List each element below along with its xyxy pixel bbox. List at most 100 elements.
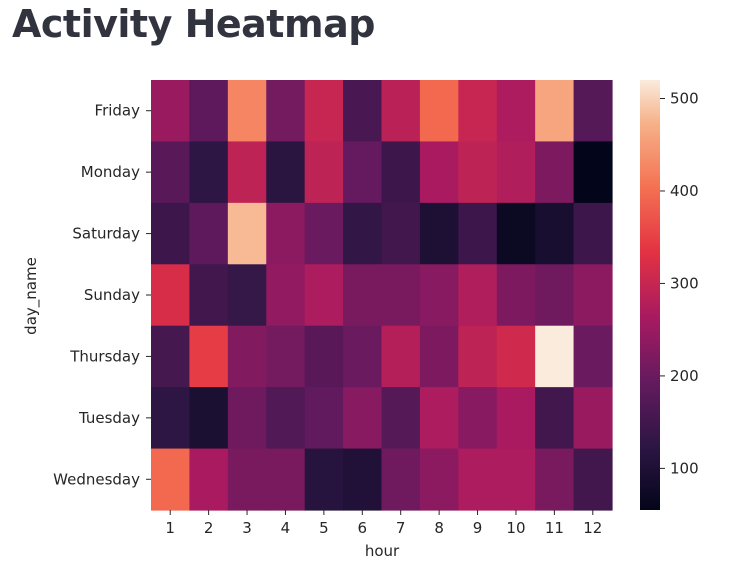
heatmap-cell [496, 141, 536, 204]
y-axis-label: day_name [22, 257, 41, 335]
heatmap-cell [381, 387, 421, 450]
heatmap-cell [573, 325, 613, 388]
y-tick-label: Friday [95, 102, 141, 120]
heatmap-cell [266, 325, 306, 388]
heatmap-cell [227, 202, 267, 265]
heatmap-cell [227, 325, 267, 388]
heatmap-cell [419, 80, 459, 143]
heatmap-cell [343, 325, 383, 388]
heatmap-cell [304, 80, 344, 143]
heatmap-cell [535, 325, 575, 388]
heatmap-cell [151, 448, 191, 511]
heatmap-cell [304, 141, 344, 204]
page-title: Activity Heatmap [12, 2, 375, 46]
heatmap-cell [381, 80, 421, 143]
heatmap-cell [227, 387, 267, 450]
heatmap-cell [266, 448, 306, 511]
x-tick-label: 10 [506, 519, 525, 537]
heatmap-cell [266, 202, 306, 265]
heatmap-cell [227, 80, 267, 143]
colorbar-ticks: 100 200 300 400 500 [660, 89, 699, 477]
heatmap-cell [304, 202, 344, 265]
heatmap-cell [151, 141, 191, 204]
heatmap-cell [496, 202, 536, 265]
heatmap-cells [151, 80, 613, 511]
heatmap-cell [458, 202, 498, 265]
heatmap-cell [151, 80, 191, 143]
y-tick-label: Sunday [84, 286, 140, 304]
heatmap-cell [381, 202, 421, 265]
heatmap-cell [573, 448, 613, 511]
heatmap-cell [496, 448, 536, 511]
heatmap-cell [189, 387, 229, 450]
y-tick-label: Saturday [72, 225, 140, 243]
y-tick-label: Tuesday [78, 409, 140, 427]
heatmap-cell [343, 264, 383, 327]
heatmap-cell [535, 387, 575, 450]
heatmap-cell [458, 448, 498, 511]
x-tick-label: 3 [242, 519, 252, 537]
x-tick-label: 8 [434, 519, 444, 537]
heatmap-cell [189, 264, 229, 327]
heatmap-cell [573, 202, 613, 265]
heatmap-cell [343, 141, 383, 204]
heatmap-cell [151, 387, 191, 450]
heatmap-cell [535, 80, 575, 143]
heatmap-cell [381, 141, 421, 204]
x-axis-ticks: 1 2 3 4 5 6 7 8 9 10 11 12 [165, 510, 602, 537]
colorbar-tick-label: 400 [670, 182, 699, 200]
x-tick-label: 9 [473, 519, 483, 537]
x-axis-label: hour [365, 542, 400, 560]
heatmap-cell [304, 448, 344, 511]
heatmap-cell [496, 387, 536, 450]
heatmap-cell [151, 325, 191, 388]
heatmap-cell [496, 80, 536, 143]
y-tick-label: Thursday [69, 347, 140, 365]
heatmap-cell [535, 264, 575, 327]
heatmap-cell [381, 325, 421, 388]
colorbar-tick-label: 100 [670, 459, 699, 477]
heatmap-cell [304, 325, 344, 388]
heatmap-cell [496, 264, 536, 327]
heatmap-cell [573, 264, 613, 327]
heatmap-cell [266, 264, 306, 327]
heatmap-cell [458, 141, 498, 204]
colorbar-tick-label: 500 [670, 89, 699, 107]
heatmap-cell [458, 80, 498, 143]
heatmap-cell [304, 264, 344, 327]
heatmap-cell [151, 264, 191, 327]
heatmap-cell [304, 387, 344, 450]
colorbar [640, 80, 660, 510]
heatmap-cell [189, 325, 229, 388]
heatmap-cell [419, 448, 459, 511]
colorbar-tick-label: 300 [670, 274, 699, 292]
heatmap-cell [266, 80, 306, 143]
heatmap-cell [496, 325, 536, 388]
heatmap-cell [381, 448, 421, 511]
heatmap-cell [419, 264, 459, 327]
heatmap-cell [343, 387, 383, 450]
heatmap-cell [151, 202, 191, 265]
heatmap-cell [535, 448, 575, 511]
heatmap-cell [419, 141, 459, 204]
heatmap-cell [189, 448, 229, 511]
heatmap-cell [227, 264, 267, 327]
heatmap-cell [573, 141, 613, 204]
heatmap-cell [419, 202, 459, 265]
y-axis-ticks: Friday Monday Saturday Sunday Thursday Tuesda… [53, 102, 151, 488]
heatmap-cell [535, 202, 575, 265]
y-tick-label: Monday [81, 163, 140, 181]
heatmap-cell [189, 80, 229, 143]
heatmap-cell [189, 202, 229, 265]
heatmap-cell [458, 387, 498, 450]
x-tick-label: 12 [583, 519, 602, 537]
heatmap-cell [343, 202, 383, 265]
x-tick-label: 6 [358, 519, 368, 537]
x-tick-label: 2 [204, 519, 214, 537]
heatmap-cell [266, 141, 306, 204]
x-tick-label: 5 [319, 519, 329, 537]
x-tick-label: 1 [165, 519, 175, 537]
heatmap-cell [573, 80, 613, 143]
colorbar-tick-label: 200 [670, 367, 699, 385]
